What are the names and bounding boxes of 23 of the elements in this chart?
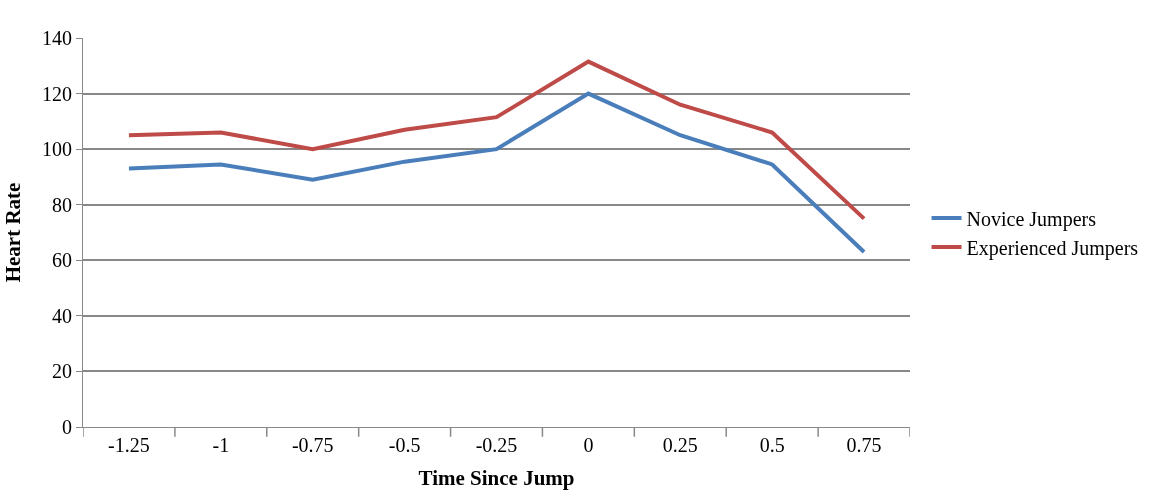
line-series: [126, 91, 867, 254]
y-tick-label: 0: [62, 416, 72, 438]
y-tick-label: 80: [52, 193, 72, 216]
x-tick-label: 0: [583, 434, 594, 456]
x-tick-label: 0.5: [759, 434, 785, 456]
x-tick-label: 0.75: [846, 434, 882, 456]
legend-label: Experienced Jumpers: [966, 236, 1139, 260]
x-tick-label: -0.75: [291, 434, 334, 456]
y-tick-label: 60: [52, 249, 72, 272]
x-axis-title: Time Since Jump: [418, 466, 575, 491]
line-series: [126, 59, 867, 221]
x-tick-label: -0.25: [475, 434, 518, 456]
y-axis-title: Heart Rate: [1, 182, 26, 283]
legend-label: Novice Jumpers: [966, 207, 1097, 231]
x-tick-label: -0.5: [388, 434, 421, 456]
y-tick-label: 140: [42, 27, 72, 49]
y-tick-label: 120: [42, 82, 72, 105]
y-tick-label: 20: [52, 360, 72, 383]
x-tick-label: 0.25: [662, 434, 698, 456]
x-tick-label: -1: [212, 434, 230, 456]
y-tick-label: 100: [42, 138, 72, 161]
y-tick-label: 40: [52, 304, 72, 327]
x-tick-label: -1.25: [108, 434, 150, 456]
